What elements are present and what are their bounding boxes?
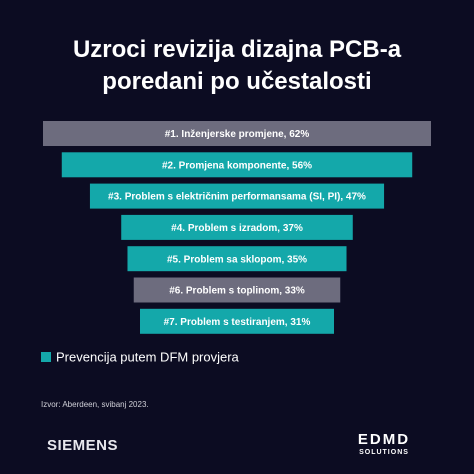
bar-label: #7. Problem s testiranjem, 31% (164, 317, 311, 328)
bar-label: #1. Inženjerske promjene, 62% (165, 129, 310, 140)
bar (121, 214, 353, 240)
bar (61, 152, 413, 178)
chart-title: Uzroci revizija dizajna PCB-a poredani p… (72, 36, 402, 95)
bar (43, 121, 431, 146)
bar-label: #6. Problem s toplinom, 33% (169, 286, 305, 297)
bar (133, 277, 341, 303)
source: Izvor: Aberdeen, svibanj 2023. (41, 400, 149, 409)
bar (140, 308, 334, 334)
legend-swatch (41, 352, 51, 362)
brand-right: EDMD (358, 431, 410, 448)
bar-label: #5. Problem sa sklopom, 35% (167, 254, 307, 265)
brand-right-sub: SOLUTIONS (359, 449, 409, 456)
bar-label: #2. Promjena komponente, 56% (162, 160, 312, 171)
bar (89, 183, 385, 209)
bar-label: #4. Problem s izradom, 37% (171, 223, 303, 234)
bar-label: #3. Problem s električnim performansama … (108, 192, 366, 203)
legend-label: Prevencija putem DFM provjera (56, 349, 240, 364)
bar (127, 246, 347, 272)
brand-left: SIEMENS (47, 437, 118, 454)
